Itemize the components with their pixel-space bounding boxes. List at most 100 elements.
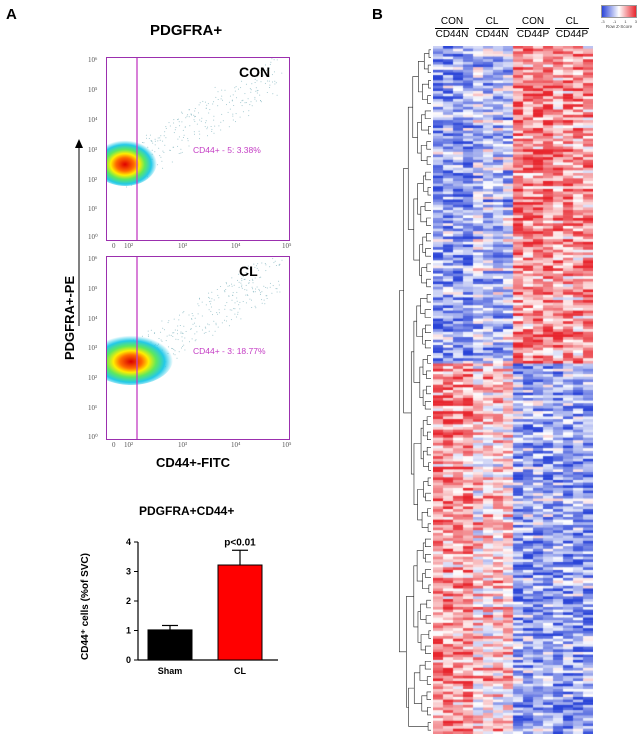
flow-event <box>232 115 234 117</box>
flow-event <box>171 347 173 349</box>
flow-event <box>164 144 166 146</box>
flow-event <box>213 119 215 121</box>
flow-event <box>237 88 239 90</box>
dendrogram-branch <box>422 236 427 253</box>
tick-y-1e1: 10¹ <box>88 404 98 412</box>
flow-event <box>217 99 219 100</box>
dendrogram-branch <box>413 198 420 261</box>
flow-event <box>213 115 215 117</box>
flow-event <box>255 87 257 89</box>
flow-event <box>269 67 271 69</box>
flow-event <box>244 102 246 104</box>
flow-event <box>208 330 210 332</box>
flow-event <box>272 93 274 95</box>
flow-event <box>261 299 263 301</box>
flow-event <box>191 313 193 314</box>
dendrogram-branch <box>426 416 431 425</box>
dendrogram-branch <box>425 171 431 181</box>
flow-event <box>273 262 275 264</box>
dendrogram-branch <box>422 389 427 406</box>
flow-event <box>269 266 271 268</box>
flow-event <box>194 116 196 118</box>
flow-event <box>224 291 226 293</box>
tick-x-1e2: 10² <box>124 242 134 250</box>
flow-event <box>205 304 207 306</box>
flow-event <box>250 91 252 93</box>
flow-event <box>199 102 201 104</box>
flow-event <box>238 304 240 306</box>
heatmap-group-2: CL CD44N <box>472 16 512 41</box>
tick-y-1e6: 10⁶ <box>88 255 98 263</box>
flow-event <box>251 307 253 308</box>
flow-event <box>265 295 267 297</box>
flow-event <box>246 289 248 291</box>
dendrogram-branch <box>426 370 431 379</box>
dendrogram-branch <box>426 217 431 226</box>
flow-event <box>178 351 180 353</box>
flow-event <box>190 113 192 115</box>
flow-event <box>273 59 275 61</box>
flow-event <box>228 325 230 327</box>
flow-event <box>183 134 185 136</box>
flow-event <box>227 111 229 113</box>
flow-event <box>175 127 177 128</box>
flow-event <box>281 259 283 261</box>
flow-event <box>173 122 175 124</box>
flow-event <box>256 267 258 269</box>
flow-event <box>237 313 239 315</box>
flow-event <box>254 78 256 80</box>
flow-event <box>211 130 213 132</box>
flow-event <box>212 314 213 316</box>
flow-event <box>174 329 176 331</box>
tick-y-1e0: 10⁰ <box>88 233 98 241</box>
flow-event <box>238 273 240 275</box>
flow-event <box>168 320 170 322</box>
flow-event <box>233 105 235 106</box>
dendrogram-branch <box>419 244 423 276</box>
flow-event <box>199 119 201 121</box>
flow-event <box>173 349 175 350</box>
flow-event <box>261 262 263 264</box>
tick-x-1e4: 10⁴ <box>231 242 241 250</box>
flow-event <box>207 135 208 137</box>
gate-label-con: CD44+ - 5: 3.38% <box>193 145 261 155</box>
flow-event <box>167 322 169 324</box>
flow-event <box>184 126 186 128</box>
flow-event <box>220 286 222 287</box>
dendrogram-branch <box>427 523 431 532</box>
dendrogram-branch <box>428 584 431 593</box>
dendrogram-branch <box>399 290 407 653</box>
key-tick: 1 <box>624 19 627 24</box>
bar-cl <box>217 564 263 661</box>
flow-event <box>195 339 197 341</box>
flow-event <box>260 276 262 278</box>
flow-event <box>205 332 207 333</box>
flow-event <box>181 111 183 113</box>
flow-event <box>256 75 258 77</box>
flow-event <box>254 82 256 83</box>
flow-event <box>210 306 212 308</box>
flow-event <box>207 126 208 128</box>
flow-event <box>178 319 180 321</box>
flow-event <box>217 313 219 315</box>
flow-event <box>175 338 177 340</box>
flow-event <box>225 289 227 291</box>
flow-event <box>253 291 255 293</box>
flow-event <box>249 88 251 90</box>
flow-event <box>172 336 174 337</box>
flow-event <box>198 112 199 114</box>
flow-event <box>154 140 156 142</box>
dendrogram-branch <box>410 351 414 475</box>
y-tick-label: 4 <box>126 537 131 547</box>
flow-event <box>241 280 243 282</box>
heatmap-group-4: CL CD44P <box>552 16 592 41</box>
flow-event <box>173 132 175 134</box>
flow-event <box>179 325 181 326</box>
flow-event <box>195 115 196 117</box>
flow-event <box>205 107 207 109</box>
dendrogram-branch <box>426 278 431 288</box>
flow-event <box>168 334 170 336</box>
dendrogram-branch <box>420 145 428 161</box>
flow-event <box>232 113 234 115</box>
flow-event <box>254 98 256 100</box>
